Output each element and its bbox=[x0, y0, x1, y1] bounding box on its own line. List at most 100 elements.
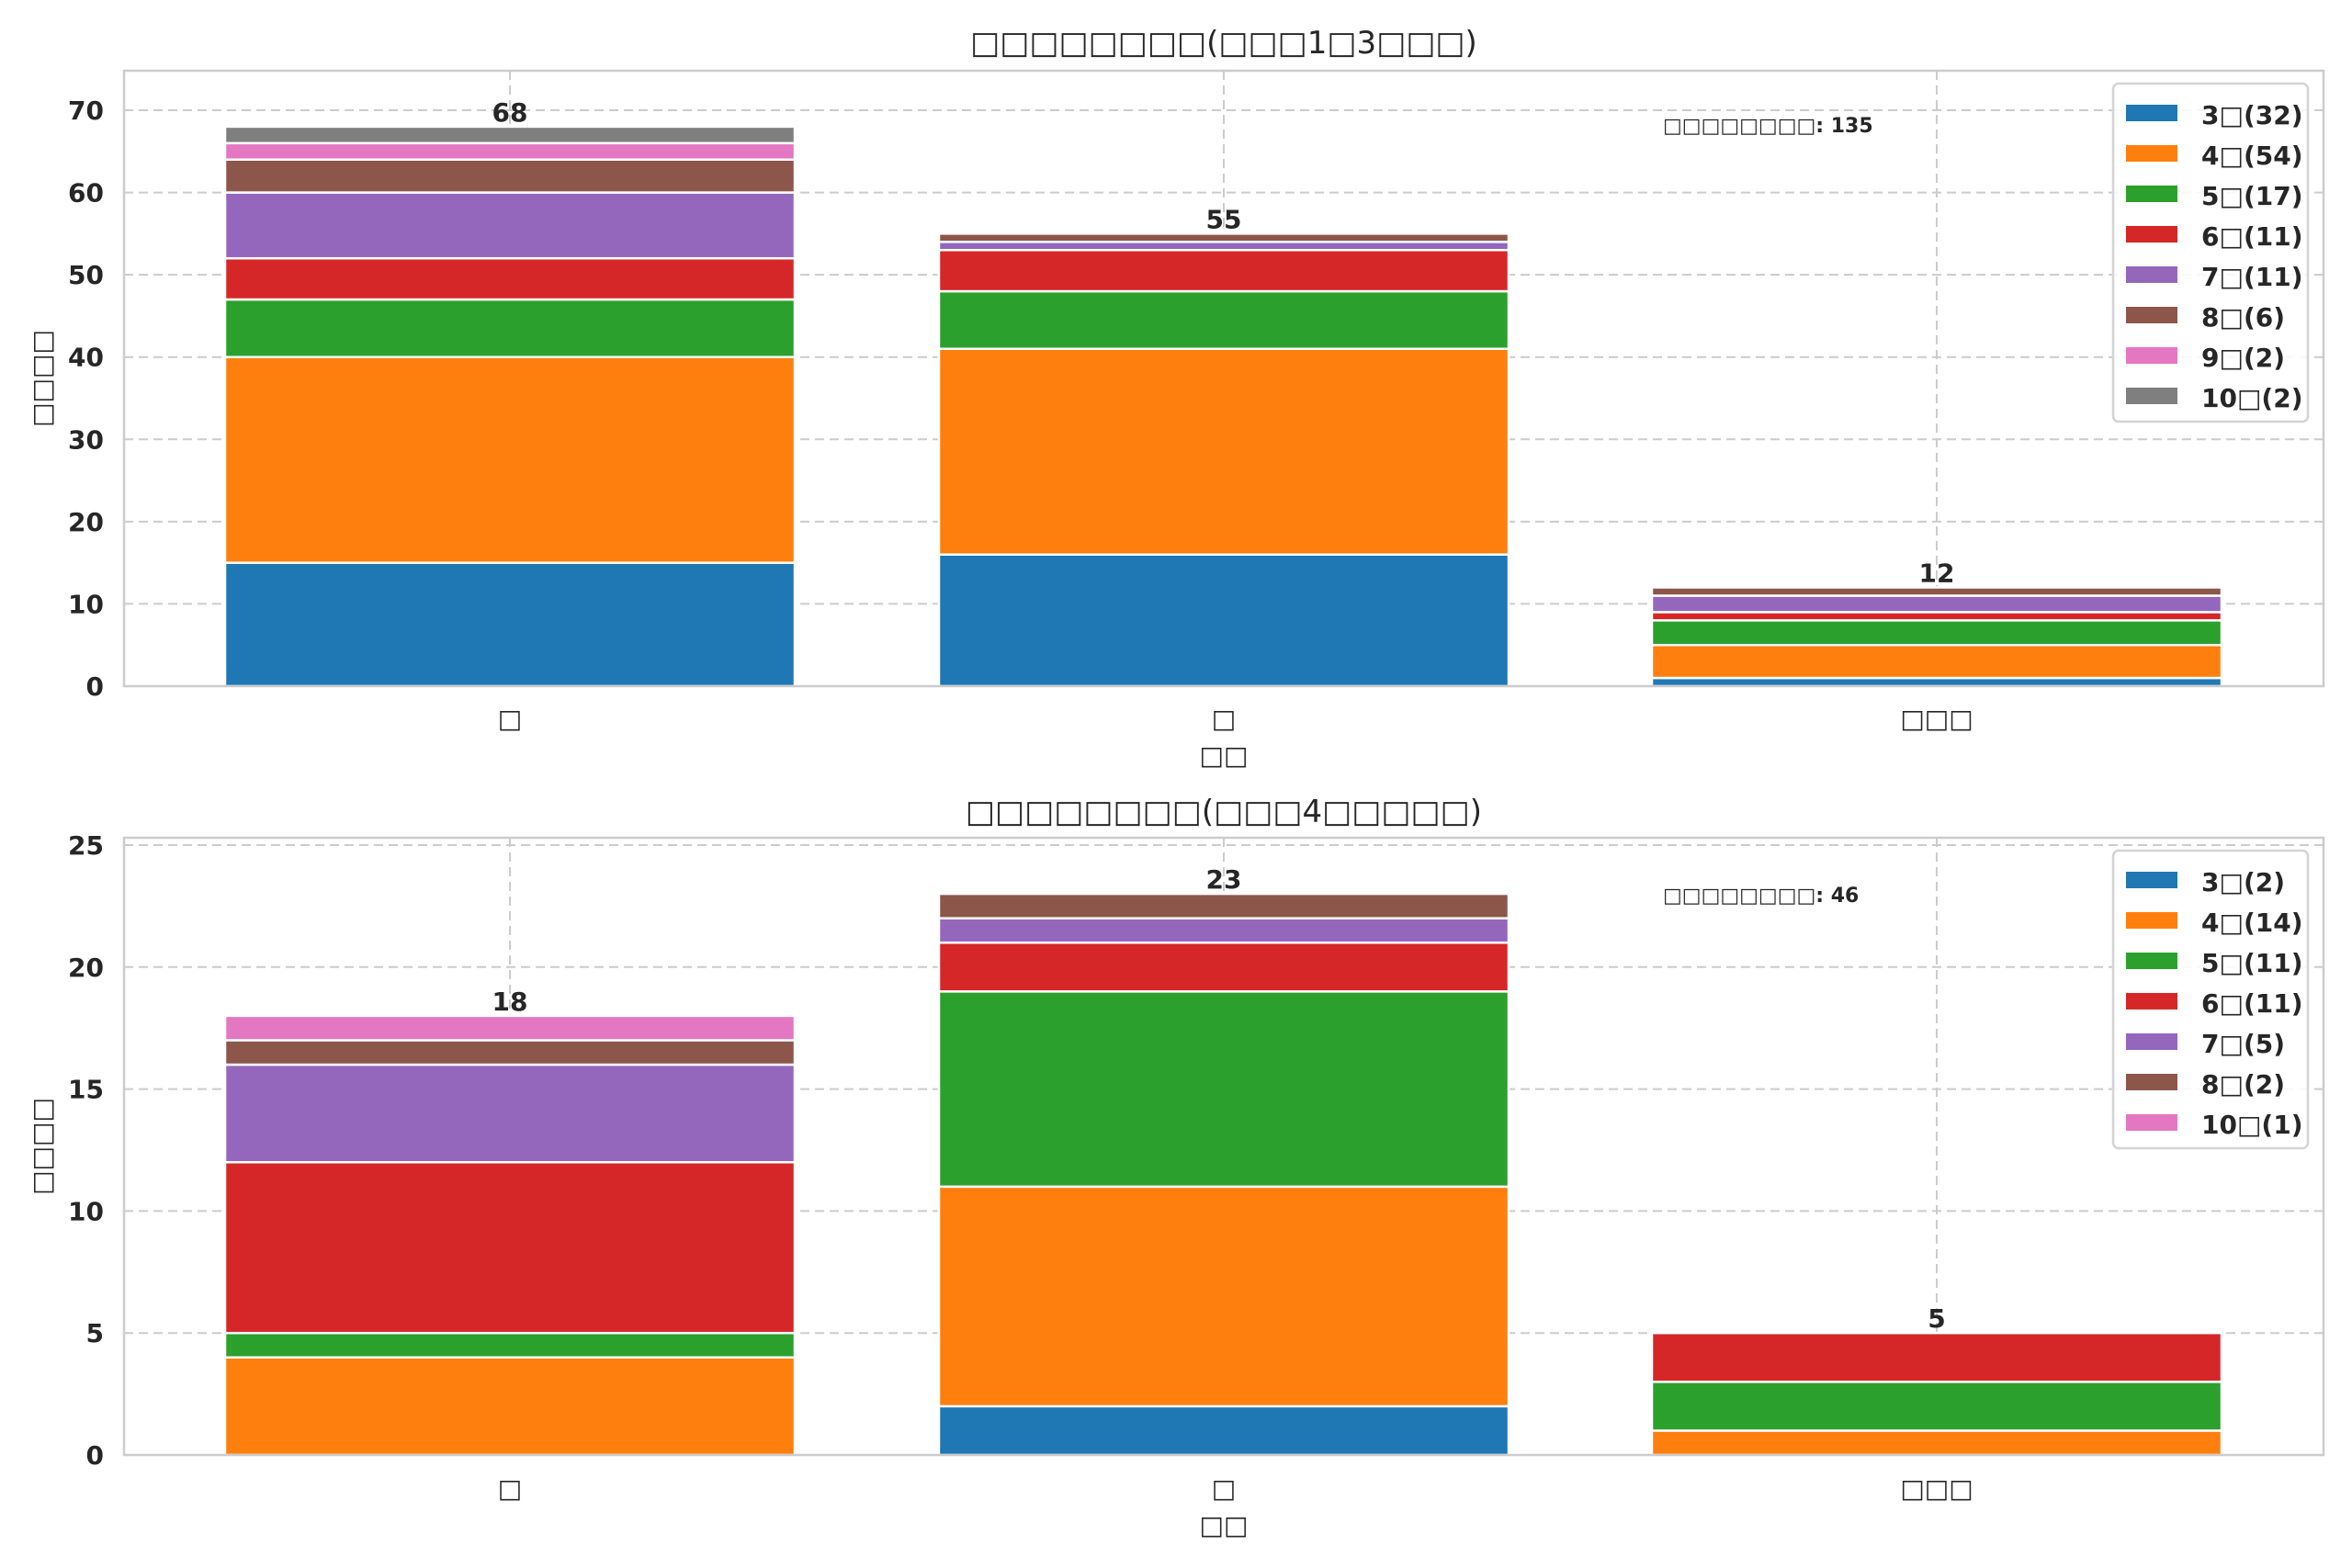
bar-segment bbox=[223, 125, 797, 145]
bar-segment bbox=[937, 917, 1510, 944]
legend-swatch bbox=[2126, 105, 2177, 121]
axes-frame bbox=[122, 836, 2325, 1457]
y-tick-label: 70 bbox=[68, 96, 104, 126]
legend-swatch bbox=[2126, 953, 2177, 969]
bar-segment bbox=[1650, 1381, 2223, 1432]
x-tick-label: □□□ bbox=[1900, 704, 1973, 734]
legend-label: 4□(14) bbox=[2201, 908, 2303, 938]
legend-swatch bbox=[2126, 307, 2177, 323]
bar-segment bbox=[223, 1039, 797, 1066]
bar-segment bbox=[223, 1063, 797, 1164]
bar-segment bbox=[223, 1161, 797, 1335]
bar-segment bbox=[223, 1331, 797, 1359]
total-annotation: □□□□□□□□: 135 bbox=[1663, 115, 1873, 138]
legend-label: 7□(11) bbox=[2201, 262, 2303, 292]
bar-total-label: 23 bbox=[1206, 864, 1242, 895]
legend-swatch bbox=[2126, 347, 2177, 364]
bar-segment bbox=[937, 990, 1510, 1189]
bar-segment bbox=[937, 241, 1510, 252]
bar-total-label: 5 bbox=[1928, 1303, 1945, 1334]
bar-segment bbox=[223, 256, 797, 301]
x-tick-label: □ bbox=[498, 704, 522, 734]
bar-segment bbox=[937, 941, 1510, 993]
legend-label: 4□(54) bbox=[2201, 141, 2303, 171]
bar-segment bbox=[1650, 1331, 2223, 1383]
legend-swatch bbox=[2126, 186, 2177, 202]
legend-swatch bbox=[2126, 993, 2177, 1010]
total-annotation: □□□□□□□□: 46 bbox=[1663, 885, 1859, 908]
bar-segment bbox=[223, 158, 797, 194]
y-axis-label: □□□□ bbox=[27, 330, 57, 427]
legend-label: 8□(2) bbox=[2201, 1069, 2285, 1100]
legend-label: 7□(5) bbox=[2201, 1029, 2285, 1059]
legend-label: 9□(2) bbox=[2201, 343, 2285, 373]
bar-segment bbox=[937, 249, 1510, 293]
legend-label: 8□(6) bbox=[2201, 302, 2285, 333]
x-tick-label: □ bbox=[1212, 704, 1236, 734]
bar-segment bbox=[1650, 594, 2223, 614]
y-tick-label: 0 bbox=[86, 671, 104, 702]
x-tick-label: □□□ bbox=[1900, 1473, 1973, 1504]
bar-segment bbox=[1650, 619, 2223, 647]
legend-swatch bbox=[2126, 145, 2177, 162]
chart-top: □□□□□□□□(□□□1□3□□□) □□□□ □□ □□□□□□□□: 13… bbox=[27, 25, 2325, 771]
legend-label: 5□(11) bbox=[2201, 948, 2303, 978]
bar-total-label: 68 bbox=[492, 97, 528, 128]
y-tick-label: 0 bbox=[86, 1440, 104, 1471]
legend-label: 10□(2) bbox=[2201, 383, 2303, 413]
y-tick-label: 20 bbox=[68, 507, 104, 537]
axes-frame bbox=[122, 69, 2325, 688]
y-tick-label: 10 bbox=[68, 1196, 104, 1226]
y-axis-label: □□□□ bbox=[27, 1098, 57, 1195]
chart-bottom: □□□□□□□□(□□□4□□□□□) □□□□ □□ □□□□□□□□: 46… bbox=[27, 794, 2325, 1540]
bar-segment bbox=[937, 347, 1510, 556]
chart-title: □□□□□□□□(□□□1□3□□□) bbox=[970, 25, 1477, 62]
bar-segment bbox=[223, 191, 797, 260]
legend-swatch bbox=[2126, 226, 2177, 243]
bar-segment bbox=[223, 1014, 797, 1042]
bar-total-label: 55 bbox=[1206, 204, 1242, 234]
bar-total-label: 12 bbox=[1919, 558, 1955, 589]
x-tick-label: □ bbox=[498, 1473, 522, 1504]
legend-label: 6□(11) bbox=[2201, 221, 2303, 252]
legend-swatch bbox=[2126, 1033, 2177, 1050]
legend-swatch bbox=[2126, 872, 2177, 888]
bar-segment bbox=[1650, 586, 2223, 597]
y-tick-label: 40 bbox=[68, 343, 104, 373]
legend-label: 5□(17) bbox=[2201, 181, 2303, 211]
x-axis-label: □□ bbox=[1200, 740, 1249, 771]
legend: 3□(2) 4□(14) 5□(11) 6□(11) 7□(5) 8□(2) 10□(1) bbox=[2111, 849, 2310, 1150]
legend-swatch bbox=[2126, 912, 2177, 929]
legend-swatch bbox=[2126, 266, 2177, 283]
chart-title: □□□□□□□□(□□□4□□□□□) bbox=[966, 794, 1482, 830]
bar-total-label: 18 bbox=[492, 987, 528, 1017]
legend-label: 3□(32) bbox=[2201, 100, 2303, 130]
y-tick-label: 30 bbox=[68, 424, 104, 455]
y-tick-label: 15 bbox=[68, 1075, 104, 1105]
y-tick-label: 25 bbox=[68, 830, 104, 861]
legend-swatch bbox=[2126, 388, 2177, 404]
bar-segment bbox=[937, 289, 1510, 351]
x-axis-label: □□ bbox=[1200, 1510, 1249, 1540]
legend: 3□(32) 4□(54) 5□(17) 6□(11) 7□(11) 8□(6) 9□(2)… bbox=[2111, 82, 2310, 423]
bar-segment bbox=[223, 561, 797, 688]
bar-segment bbox=[1650, 643, 2223, 680]
bar-segment bbox=[937, 1185, 1510, 1408]
bar-segment bbox=[937, 1404, 1510, 1457]
legend-box bbox=[2111, 82, 2310, 423]
y-tick-label: 50 bbox=[68, 260, 104, 290]
bar-segment bbox=[223, 141, 797, 161]
bar-segment bbox=[223, 355, 797, 564]
legend-swatch bbox=[2126, 1114, 2177, 1131]
x-tick-label: □ bbox=[1212, 1473, 1236, 1504]
bar-segment bbox=[937, 892, 1510, 919]
legend-label: 6□(11) bbox=[2201, 988, 2303, 1019]
bar-segment bbox=[223, 298, 797, 358]
bar-segment bbox=[1650, 1429, 2223, 1457]
legend-swatch bbox=[2126, 1074, 2177, 1090]
y-tick-label: 5 bbox=[86, 1318, 104, 1348]
bar-segment bbox=[937, 232, 1510, 243]
bar-segment bbox=[1650, 676, 2223, 688]
y-tick-label: 10 bbox=[68, 589, 104, 619]
